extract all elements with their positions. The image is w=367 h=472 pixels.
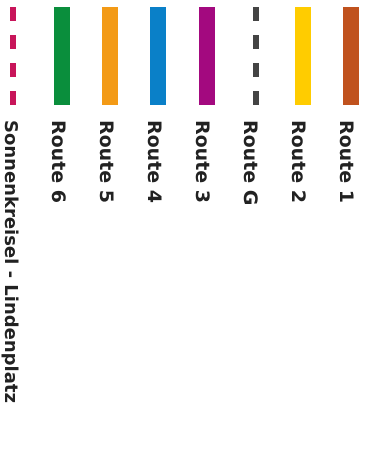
route6-color-swatch xyxy=(54,7,70,105)
route3-label: Route 3 xyxy=(191,120,213,204)
legend-item-route2: Route 2 xyxy=(280,0,328,472)
legend-item-route4: Route 4 xyxy=(136,0,184,472)
legend-item-route5: Route 5 xyxy=(88,0,136,472)
route4-label: Route 4 xyxy=(143,120,165,204)
legend-item-route6: Route 6 xyxy=(40,0,88,472)
route2-color-swatch xyxy=(295,7,311,105)
legend-item-route3: Route 3 xyxy=(184,0,232,472)
route3-color-swatch xyxy=(199,7,215,105)
sonnenkreisel-label: Sonnenkreisel - Lindenplatz xyxy=(0,120,21,403)
routeG-label: Route G xyxy=(239,120,261,206)
routeG-dashed-swatch xyxy=(253,7,259,105)
route5-label: Route 5 xyxy=(95,120,117,204)
route1-color-swatch xyxy=(343,7,359,105)
legend-item-sonnenkreisel: Sonnenkreisel - Lindenplatz xyxy=(0,0,40,472)
legend-item-route1: Route 1 xyxy=(328,0,367,472)
sonnenkreisel-dashed-swatch xyxy=(10,7,16,105)
legend-item-routeG: Route G xyxy=(232,0,280,472)
route6-label: Route 6 xyxy=(47,120,69,204)
route5-color-swatch xyxy=(102,7,118,105)
route1-label: Route 1 xyxy=(335,120,357,204)
route2-label: Route 2 xyxy=(287,120,309,204)
route4-color-swatch xyxy=(150,7,166,105)
